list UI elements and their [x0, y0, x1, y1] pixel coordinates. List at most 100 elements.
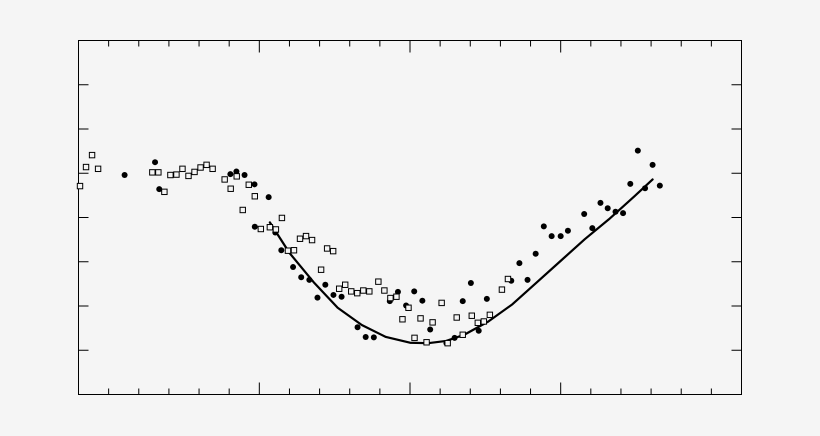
open-square-point	[459, 331, 466, 338]
filled-circle-point	[362, 333, 369, 340]
open-square-point	[185, 172, 192, 180]
open-square-point	[335, 285, 343, 292]
plot-area	[78, 40, 742, 395]
open-square-point	[82, 163, 90, 171]
open-square-point	[387, 294, 394, 302]
filled-circle-point	[298, 274, 305, 281]
filled-circle-point	[516, 260, 523, 267]
open-square-point	[429, 319, 436, 326]
open-square-point	[423, 339, 430, 346]
filled-circle-point	[121, 172, 128, 179]
filled-circle-point	[656, 182, 663, 189]
open-square-point	[76, 182, 84, 190]
filled-circle-point	[581, 210, 588, 217]
filled-circle-point	[451, 334, 458, 341]
filled-circle-point	[394, 288, 401, 295]
open-square-point	[405, 304, 412, 311]
filled-circle-point	[152, 159, 159, 166]
open-square-point	[504, 275, 512, 283]
filled-circle-point	[642, 185, 649, 192]
axis-ticks	[78, 40, 742, 395]
filled-circle-point	[649, 161, 656, 168]
open-square-point	[360, 287, 367, 294]
open-square-point	[251, 193, 258, 200]
open-square-point	[393, 293, 400, 300]
open-square-point	[468, 312, 475, 319]
open-square-point	[480, 318, 488, 325]
open-square-point	[453, 314, 460, 321]
filled-circle-point	[411, 288, 418, 295]
open-square-point	[203, 161, 210, 169]
filled-circle-point	[475, 327, 482, 334]
open-square-point	[239, 206, 246, 214]
open-square-point	[381, 287, 388, 294]
open-square-point	[486, 311, 494, 319]
open-square-point	[94, 165, 102, 173]
open-square-point	[444, 339, 451, 347]
open-square-point	[191, 168, 198, 176]
filled-circle-point	[251, 181, 258, 188]
open-square-point	[149, 169, 156, 176]
filled-circle-point	[589, 225, 596, 232]
filled-circle-point	[338, 293, 345, 300]
open-square-point	[302, 232, 310, 240]
open-square-point	[179, 165, 186, 173]
open-square-point	[88, 151, 96, 159]
filled-circle-point	[265, 194, 272, 201]
open-square-point	[323, 245, 331, 252]
filled-circle-point	[459, 298, 466, 305]
open-square-point	[161, 188, 168, 196]
filled-circle-point	[354, 324, 361, 331]
data-points-layer	[76, 147, 663, 347]
filled-circle-point	[597, 199, 604, 206]
filled-circle-point	[156, 186, 163, 193]
filled-circle-point	[419, 297, 426, 304]
filled-circle-point	[241, 172, 248, 179]
open-square-point	[342, 281, 349, 288]
filled-circle-point	[524, 276, 531, 283]
open-square-point	[366, 288, 373, 295]
open-square-point	[233, 173, 240, 180]
filled-circle-point	[627, 180, 634, 187]
open-square-point	[221, 176, 228, 183]
filled-circle-point	[306, 276, 313, 283]
filled-circle-point	[467, 279, 474, 286]
open-square-point	[272, 226, 280, 233]
open-square-point	[197, 164, 204, 171]
open-square-point	[438, 299, 445, 307]
open-square-point	[167, 171, 174, 179]
open-square-point	[257, 225, 265, 233]
filled-circle-point	[620, 210, 627, 217]
open-square-point	[284, 247, 292, 254]
filled-circle-point	[227, 171, 234, 178]
open-square-point	[474, 319, 482, 327]
filled-circle-point	[251, 223, 258, 230]
filled-circle-point	[290, 264, 297, 271]
open-square-point	[498, 286, 506, 293]
open-square-point	[329, 247, 337, 255]
filled-circle-point	[634, 147, 641, 154]
open-square-point	[173, 171, 180, 178]
filled-circle-point	[483, 295, 490, 302]
open-square-point	[317, 266, 325, 273]
filled-circle-point	[278, 247, 285, 254]
open-square-point	[266, 224, 274, 231]
open-square-point	[411, 334, 418, 342]
filled-circle-point	[540, 223, 547, 230]
open-square-point	[375, 278, 382, 285]
open-square-point	[296, 235, 304, 242]
filled-circle-point	[604, 205, 611, 212]
filled-circle-point	[314, 294, 321, 301]
filled-circle-point	[330, 291, 337, 298]
open-square-point	[245, 181, 252, 188]
filled-circle-point	[557, 233, 564, 240]
open-square-point	[290, 247, 298, 254]
filled-circle-point	[548, 233, 555, 240]
open-square-point	[308, 236, 316, 244]
open-square-point	[209, 165, 216, 173]
filled-circle-point	[532, 250, 539, 257]
filled-circle-point	[370, 334, 377, 341]
filled-circle-point	[233, 168, 240, 175]
open-square-point	[348, 288, 355, 295]
filled-circle-point	[427, 326, 434, 333]
